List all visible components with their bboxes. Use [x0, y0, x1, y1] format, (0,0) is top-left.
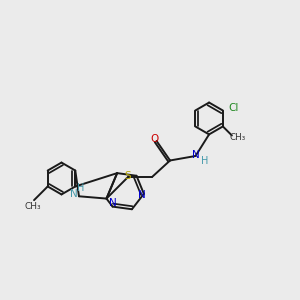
Text: CH₃: CH₃: [230, 133, 246, 142]
Text: Cl: Cl: [229, 103, 239, 112]
Text: CH₃: CH₃: [24, 202, 41, 211]
Text: N: N: [109, 198, 116, 208]
Text: O: O: [151, 134, 159, 144]
Text: N: N: [192, 150, 200, 161]
Text: N: N: [139, 190, 146, 200]
Text: H: H: [201, 156, 208, 167]
Text: H: H: [77, 183, 84, 193]
Text: S: S: [125, 171, 131, 182]
Text: N: N: [70, 190, 77, 200]
